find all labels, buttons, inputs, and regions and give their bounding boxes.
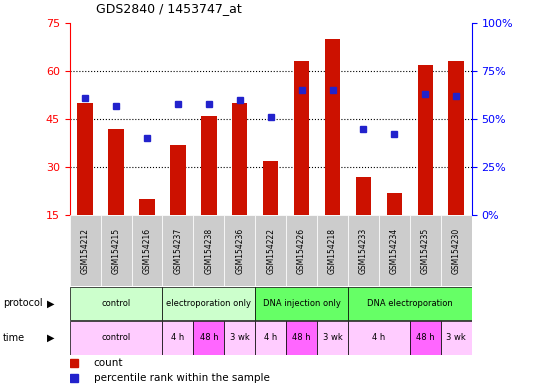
Bar (255, 321, 286, 354)
Bar (294, 61, 309, 215)
Bar (101, 215, 131, 286)
Text: 48 h: 48 h (416, 333, 435, 343)
Bar (193, 321, 224, 354)
Bar (70, 287, 162, 320)
Bar (325, 39, 340, 215)
Bar (224, 321, 255, 354)
Bar (70, 215, 101, 286)
Text: protocol: protocol (3, 298, 42, 308)
Text: percentile rank within the sample: percentile rank within the sample (94, 372, 270, 383)
Text: 3 wk: 3 wk (230, 333, 250, 343)
Text: 48 h: 48 h (292, 333, 311, 343)
Text: 48 h: 48 h (199, 333, 218, 343)
Bar (232, 103, 248, 215)
Text: GSM154216: GSM154216 (143, 227, 152, 274)
Bar (139, 199, 155, 215)
Bar (410, 215, 441, 286)
Text: 4 h: 4 h (373, 333, 385, 343)
Bar (410, 321, 441, 354)
Bar (286, 215, 317, 286)
Text: GSM154234: GSM154234 (390, 227, 399, 274)
Text: DNA injection only: DNA injection only (263, 299, 340, 308)
Bar (386, 193, 402, 215)
Bar (441, 321, 472, 354)
Text: GSM154238: GSM154238 (204, 227, 213, 274)
Bar (193, 215, 224, 286)
Text: GSM154235: GSM154235 (421, 227, 430, 274)
Bar (162, 215, 193, 286)
Bar (317, 215, 348, 286)
Bar (286, 321, 317, 354)
Text: GSM154236: GSM154236 (235, 227, 244, 274)
Text: GSM154226: GSM154226 (297, 227, 306, 274)
Bar (255, 215, 286, 286)
Bar (70, 321, 162, 354)
Text: GSM154233: GSM154233 (359, 227, 368, 274)
Text: time: time (3, 333, 25, 343)
Bar (348, 215, 379, 286)
Bar (108, 129, 124, 215)
Text: GSM154212: GSM154212 (80, 228, 90, 273)
Bar (255, 287, 348, 320)
Bar (418, 65, 433, 215)
Text: count: count (94, 358, 123, 368)
Bar (379, 215, 410, 286)
Text: 4 h: 4 h (264, 333, 277, 343)
Bar (162, 287, 255, 320)
Text: GSM154218: GSM154218 (328, 228, 337, 273)
Text: 3 wk: 3 wk (323, 333, 343, 343)
Text: DNA electroporation: DNA electroporation (367, 299, 453, 308)
Text: GSM154230: GSM154230 (452, 227, 461, 274)
Bar (348, 321, 410, 354)
Bar (201, 116, 217, 215)
Bar (348, 287, 472, 320)
Bar (441, 215, 472, 286)
Text: GDS2840 / 1453747_at: GDS2840 / 1453747_at (96, 2, 242, 15)
Bar (131, 215, 162, 286)
Text: 3 wk: 3 wk (446, 333, 466, 343)
Text: 4 h: 4 h (172, 333, 184, 343)
Text: GSM154237: GSM154237 (174, 227, 182, 274)
Bar (224, 215, 255, 286)
Bar (449, 61, 464, 215)
Text: GSM154215: GSM154215 (111, 227, 121, 274)
Text: ▶: ▶ (47, 298, 55, 308)
Bar (170, 145, 185, 215)
Bar (77, 103, 93, 215)
Bar (263, 161, 278, 215)
Text: GSM154222: GSM154222 (266, 228, 275, 273)
Bar (356, 177, 371, 215)
Text: ▶: ▶ (47, 333, 55, 343)
Bar (317, 321, 348, 354)
Text: control: control (101, 299, 131, 308)
Text: electroporation only: electroporation only (166, 299, 251, 308)
Bar (162, 321, 193, 354)
Text: control: control (101, 333, 131, 343)
